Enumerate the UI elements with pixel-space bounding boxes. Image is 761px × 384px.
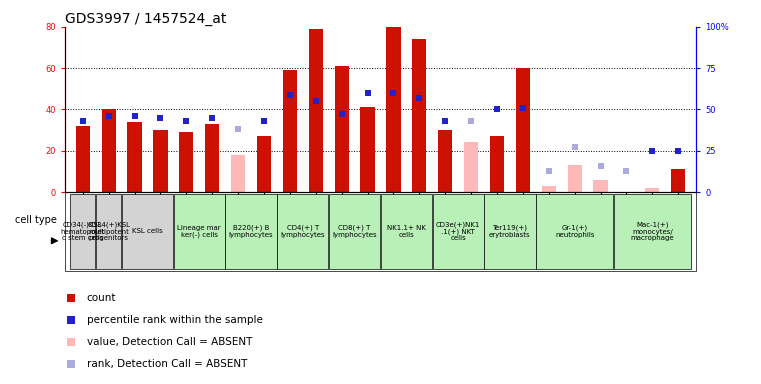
Bar bbox=[205, 124, 219, 192]
Bar bbox=[387, 27, 400, 192]
Bar bbox=[101, 109, 116, 192]
Text: Mac-1(+)
monocytes/
macrophage: Mac-1(+) monocytes/ macrophage bbox=[631, 222, 674, 241]
Text: rank, Detection Call = ABSENT: rank, Detection Call = ABSENT bbox=[87, 359, 247, 369]
Bar bbox=[257, 136, 271, 192]
Bar bbox=[536, 194, 613, 269]
Bar bbox=[412, 39, 426, 192]
Text: B220(+) B
lymphocytes: B220(+) B lymphocytes bbox=[229, 225, 273, 238]
Bar bbox=[361, 108, 374, 192]
Bar bbox=[613, 194, 691, 269]
Bar bbox=[380, 194, 432, 269]
Text: count: count bbox=[87, 293, 116, 303]
Bar bbox=[75, 126, 90, 192]
Bar bbox=[671, 169, 686, 192]
Bar bbox=[542, 186, 556, 192]
Text: Gr-1(+)
neutrophils: Gr-1(+) neutrophils bbox=[555, 225, 594, 238]
Bar bbox=[174, 194, 225, 269]
Text: CD4(+) T
lymphocytes: CD4(+) T lymphocytes bbox=[281, 225, 325, 238]
Bar bbox=[70, 194, 95, 269]
Bar bbox=[225, 194, 277, 269]
Text: Lineage mar
ker(-) cells: Lineage mar ker(-) cells bbox=[177, 225, 221, 238]
Text: Ter119(+)
erytroblasts: Ter119(+) erytroblasts bbox=[489, 225, 530, 238]
Text: cell type: cell type bbox=[14, 215, 56, 225]
Bar bbox=[180, 132, 193, 192]
Text: CD34(+)KSL
multipotent
progenitors: CD34(+)KSL multipotent progenitors bbox=[88, 222, 130, 241]
Bar bbox=[432, 194, 484, 269]
Bar bbox=[645, 188, 660, 192]
Bar bbox=[516, 68, 530, 192]
Bar bbox=[283, 70, 297, 192]
Bar bbox=[568, 165, 581, 192]
Bar bbox=[277, 194, 329, 269]
Text: GDS3997 / 1457524_at: GDS3997 / 1457524_at bbox=[65, 12, 226, 26]
Bar bbox=[231, 155, 245, 192]
Text: percentile rank within the sample: percentile rank within the sample bbox=[87, 315, 263, 325]
Bar bbox=[154, 130, 167, 192]
Text: CD3e(+)NK1
.1(+) NKT
cells: CD3e(+)NK1 .1(+) NKT cells bbox=[436, 221, 480, 242]
Text: CD8(+) T
lymphocytes: CD8(+) T lymphocytes bbox=[333, 225, 377, 238]
Text: KSL cells: KSL cells bbox=[132, 228, 163, 234]
Bar bbox=[127, 122, 142, 192]
Bar bbox=[464, 142, 478, 192]
Text: CD34(-)KSL
hematopoiet
c stem cells: CD34(-)KSL hematopoiet c stem cells bbox=[61, 222, 105, 241]
Bar bbox=[594, 180, 607, 192]
Bar bbox=[335, 66, 349, 192]
Text: value, Detection Call = ABSENT: value, Detection Call = ABSENT bbox=[87, 337, 252, 347]
Bar bbox=[490, 136, 504, 192]
Bar bbox=[96, 194, 121, 269]
Bar bbox=[438, 130, 452, 192]
Text: NK1.1+ NK
cells: NK1.1+ NK cells bbox=[387, 225, 426, 238]
Bar bbox=[329, 194, 380, 269]
Bar bbox=[484, 194, 536, 269]
Bar bbox=[309, 29, 323, 192]
Bar bbox=[122, 194, 174, 269]
